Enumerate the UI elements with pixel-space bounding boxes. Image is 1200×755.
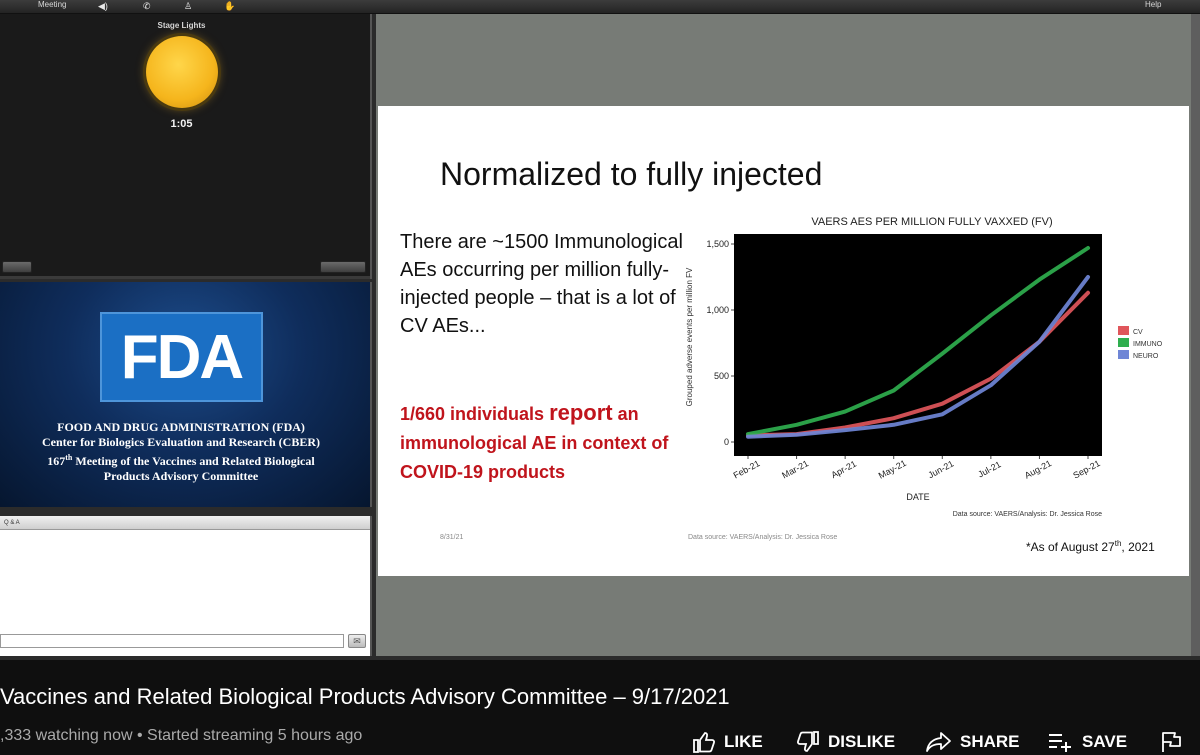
x-tick-label: Apr-21 <box>829 459 858 481</box>
fda-meeting-number: 167 <box>47 454 66 468</box>
y-tick-label: 500 <box>714 371 729 381</box>
y-tick-label: 1,500 <box>706 239 729 249</box>
slide-as-of-ordinal: th <box>1114 539 1122 548</box>
video-meta: ,333 watching now • Started streaming 5 … <box>0 727 363 744</box>
stage-light-icon <box>146 36 218 108</box>
x-tick-label: May-21 <box>877 458 908 481</box>
legend-swatch <box>1118 338 1129 347</box>
qa-send-icon[interactable]: ✉ <box>348 634 366 648</box>
legend-swatch <box>1118 326 1129 335</box>
chart-y-ticks: 0 500 1,000 1,500 <box>706 239 734 447</box>
pod-footer <box>0 276 370 279</box>
share-arrow-icon <box>926 732 951 752</box>
like-label: LIKE <box>724 732 763 751</box>
save-label: SAVE <box>1082 732 1128 751</box>
x-tick-label: Jul-21 <box>976 459 1002 479</box>
pod-left-button[interactable] <box>2 261 32 273</box>
screen-share-pod: Normalized to fully injected There are ~… <box>376 14 1191 656</box>
x-tick-label: Jun-21 <box>926 458 955 480</box>
share-pod-scrollbar[interactable] <box>1191 14 1200 656</box>
save-button[interactable]: SAVE <box>1048 730 1127 754</box>
legend-label: CV <box>1133 329 1143 336</box>
report-button[interactable] <box>1160 730 1190 754</box>
thumbs-down-icon <box>796 731 819 752</box>
chart-series-lines <box>746 246 1090 439</box>
legend-label: IMMUNO <box>1133 341 1163 348</box>
fda-line-2: Center for Biologics Evaluation and Rese… <box>42 435 320 449</box>
vaers-line-chart: VAERS AES PER MILLION FULLY VAXXED (FV) … <box>685 216 1163 518</box>
help-menu[interactable]: Help <box>1145 0 1162 9</box>
y-tick-label: 1,000 <box>706 305 729 315</box>
x-tick-label: Aug-21 <box>1023 458 1053 480</box>
chart-x-ticks: Feb-21 Mar-21 Apr-21 May-21 Jun-21 Jul-21 Aug-… <box>732 456 1102 481</box>
share-label: SHARE <box>960 732 1020 751</box>
slide-title: Normalized to fully injected <box>440 156 823 192</box>
like-button[interactable]: LIKE <box>692 730 763 754</box>
slide-as-of-note: *As of August 27th, 2021 <box>1026 539 1155 554</box>
series-line-immuno <box>746 246 1090 437</box>
series-line-neuro <box>746 275 1090 439</box>
flag-icon <box>1162 732 1181 752</box>
presentation-slide: Normalized to fully injected There are ~… <box>378 106 1189 576</box>
fda-line-3-rest: Meeting of the Vaccines and Related Biol… <box>72 454 315 468</box>
meeting-menu[interactable]: Meeting <box>38 0 67 9</box>
chart-source-note: Data source: VAERS/Analysis: Dr. Jessica… <box>953 511 1102 518</box>
fda-meeting-ordinal: th <box>65 453 73 462</box>
meeting-toolbar: Meeting ◀) ✆ ♙ ✋ Help <box>0 0 1200 14</box>
video-title: Vaccines and Related Biological Products… <box>0 684 730 709</box>
slide-highlight-b: report <box>549 400 613 425</box>
stage-lights-pod: Stage Lights 1:05 <box>0 14 372 279</box>
slide-as-of-prefix: *As of August 27 <box>1026 540 1115 554</box>
user-icon[interactable]: ♙ <box>184 1 193 11</box>
share-button[interactable]: SHARE <box>926 730 1020 754</box>
dislike-label: DISLIKE <box>828 732 896 751</box>
chart-x-axis-label: DATE <box>906 492 929 502</box>
legend-label: NEURO <box>1133 353 1159 360</box>
legend-swatch <box>1118 350 1129 359</box>
slide-highlight-text: 1/660 individuals report an immunologica… <box>400 398 690 487</box>
slide-as-of-suffix: , 2021 <box>1121 540 1155 554</box>
chart-plot-area <box>734 234 1102 456</box>
slide-body-text: There are ~1500 Immunological AEs occurr… <box>400 231 683 337</box>
fda-line-1: FOOD AND DRUG ADMINISTRATION (FDA) <box>57 420 305 434</box>
playlist-add-icon <box>1049 734 1071 752</box>
slide-date: 8/31/21 <box>440 534 464 541</box>
chart-y-axis-label: Grouped adverse events per million FV <box>685 267 694 406</box>
fda-logo: FDA <box>100 312 263 402</box>
chart-title: VAERS AES PER MILLION FULLY VAXXED (FV) <box>811 216 1052 228</box>
qa-input[interactable] <box>0 634 344 648</box>
video-player[interactable]: Meeting ◀) ✆ ♙ ✋ Help Stage Lights 1:05 … <box>0 0 1200 660</box>
fda-line-3: 167th Meeting of the Vaccines and Relate… <box>0 450 362 469</box>
qa-header: Q & A <box>0 516 370 530</box>
countdown-timer: 1:05 <box>170 118 193 130</box>
slide-highlight-c: an immunological AE in context of COVID-… <box>400 404 669 482</box>
speaker-icon[interactable]: ◀) <box>98 1 108 11</box>
slide-highlight-a: 1/660 individuals <box>400 404 550 424</box>
hand-icon[interactable]: ✋ <box>224 1 236 11</box>
dislike-button[interactable]: DISLIKE <box>796 730 895 754</box>
chart-legend: CV IMMUNO NEURO <box>1118 326 1163 360</box>
pod-right-button[interactable] <box>320 261 366 273</box>
x-tick-label: Sep-21 <box>1071 458 1101 480</box>
fda-logo-text: FDA <box>120 323 244 392</box>
thumbs-up-icon <box>693 732 716 753</box>
stage-lights-title: Stage Lights <box>157 21 206 30</box>
fda-branding-pod: FDA FOOD AND DRUG ADMINISTRATION (FDA) C… <box>0 282 372 507</box>
slide-footer-source: Data source: VAERS/Analysis: Dr. Jessica… <box>688 534 838 541</box>
x-tick-label: Feb-21 <box>732 458 762 480</box>
phone-icon[interactable]: ✆ <box>143 1 151 11</box>
qa-pod: Q & A ✉ <box>0 516 372 656</box>
x-tick-label: Mar-21 <box>780 458 810 480</box>
y-tick-label: 0 <box>724 437 729 447</box>
fda-line-4: Products Advisory Committee <box>103 469 259 483</box>
fda-meeting-caption: FOOD AND DRUG ADMINISTRATION (FDA) Cente… <box>0 420 362 484</box>
